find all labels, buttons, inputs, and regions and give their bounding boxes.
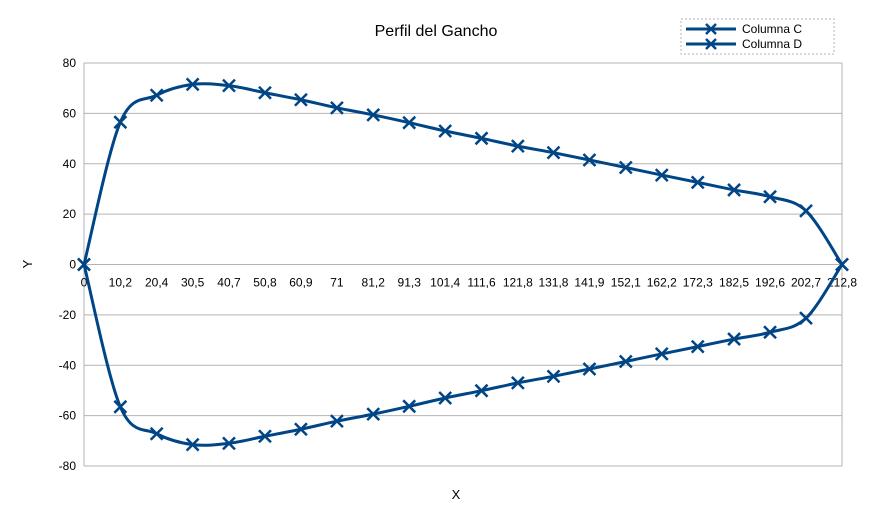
data-point-marker	[258, 85, 272, 100]
data-point-marker	[474, 383, 489, 398]
x-tick-label: 141,9	[574, 276, 604, 290]
series-line-1	[82, 82, 844, 266]
data-point-marker	[149, 426, 164, 441]
data-point-marker	[618, 354, 633, 369]
legend-marker	[705, 38, 717, 50]
y-tick-labels: -80 -60 -40 -20 0 20 40 60 80	[59, 56, 77, 473]
data-point-marker	[727, 332, 741, 346]
data-point-marker	[113, 115, 128, 130]
x-tick-label: 162,2	[647, 276, 677, 290]
x-tick-label: 182,5	[719, 276, 749, 290]
legend-label: Columna C	[742, 22, 802, 36]
y-tick-label: -20	[59, 308, 77, 322]
data-point-marker	[438, 391, 453, 405]
y-tick-label: -40	[59, 358, 77, 372]
series-line-2	[82, 263, 844, 447]
data-point-marker	[402, 115, 417, 130]
y-axis-label: Y	[20, 259, 35, 268]
x-tick-label: 50,8	[253, 276, 277, 290]
data-point-marker	[763, 325, 777, 340]
y-tick-label: 80	[63, 56, 77, 70]
data-point-marker	[835, 257, 849, 272]
x-tick-label: 152,1	[611, 276, 641, 290]
data-point-marker	[727, 183, 741, 197]
data-point-marker	[330, 100, 344, 115]
x-tick-label: 111,6	[467, 276, 496, 290]
data-point-marker	[474, 131, 489, 146]
x-tick-label: 192,6	[755, 276, 785, 290]
x-tick-label: 71	[330, 276, 344, 290]
data-point-marker	[690, 175, 705, 190]
x-tick-label: 20,4	[145, 276, 169, 290]
data-point-marker	[77, 257, 91, 272]
data-point-marker	[402, 399, 417, 414]
data-point-marker	[582, 362, 597, 376]
y-tick-label: -60	[59, 409, 77, 423]
x-tick-label: 101,4	[430, 276, 460, 290]
x-tick-label: 91,3	[398, 276, 422, 290]
legend-marker	[705, 23, 717, 35]
data-point-marker	[113, 399, 128, 414]
data-point-marker	[438, 124, 453, 138]
data-point-marker	[654, 347, 669, 361]
y-tick-label: -80	[59, 459, 77, 473]
data-point-marker	[763, 189, 777, 204]
data-point-marker	[258, 429, 272, 444]
x-tick-label: 60,9	[289, 276, 313, 290]
x-tick-label: 40,7	[217, 276, 241, 290]
data-point-marker	[185, 437, 200, 452]
data-point-marker	[799, 311, 813, 326]
plot-frame	[83, 63, 843, 466]
data-point-marker	[618, 160, 633, 175]
data-point-marker	[546, 145, 561, 160]
data-point-marker	[222, 78, 236, 93]
x-tick-label: 202,7	[791, 276, 821, 290]
chart-title: Perfil del Gancho	[375, 23, 498, 40]
data-point-marker	[149, 88, 164, 103]
data-point-marker	[546, 369, 561, 384]
data-point-marker	[510, 375, 525, 390]
x-tick-label: 81,2	[362, 276, 386, 290]
y-tick-label: 40	[63, 157, 77, 171]
data-point-marker	[690, 339, 705, 354]
x-tick-label: 10,2	[109, 276, 133, 290]
data-point-marker	[294, 422, 308, 437]
data-point-marker	[185, 77, 200, 92]
x-tick-label: 30,5	[181, 276, 205, 290]
data-point-marker	[222, 436, 236, 451]
x-tick-label: 131,8	[538, 276, 568, 290]
y-tick-label: 20	[63, 207, 77, 221]
legend-item-1: Columna C	[686, 22, 802, 36]
data-point-marker	[799, 203, 813, 218]
x-tick-label: 0	[81, 276, 88, 290]
data-point-marker	[294, 92, 308, 107]
x-tick-label: 172,3	[683, 276, 713, 290]
data-point-marker	[582, 153, 597, 167]
data-point-marker	[510, 139, 525, 154]
legend-item-2: Columna D	[686, 37, 802, 51]
x-axis-label: X	[452, 487, 461, 502]
legend-label: Columna D	[742, 37, 802, 51]
x-tick-label: 121,8	[503, 276, 533, 290]
data-point-marker	[366, 108, 381, 122]
series-layer	[77, 77, 849, 452]
data-point-marker	[654, 168, 669, 182]
y-tick-label: 60	[63, 106, 77, 120]
data-point-marker	[366, 407, 381, 421]
y-tick-label: 0	[69, 258, 76, 272]
data-point-marker	[330, 414, 344, 429]
x-tick-labels: 0 10,2 20,4 30,5 40,7 50,8 60,9 71 81,2 91,3 101,4…	[81, 276, 858, 290]
